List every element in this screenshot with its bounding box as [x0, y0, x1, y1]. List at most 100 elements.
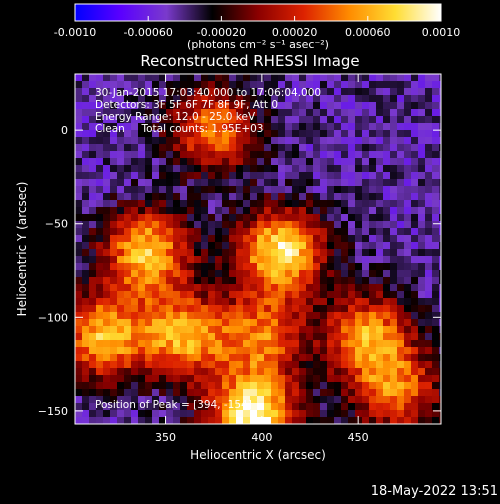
heatmap-cell	[285, 123, 293, 131]
heatmap-cell	[166, 116, 174, 124]
heatmap-cell	[292, 102, 300, 110]
heatmap-cell	[418, 263, 426, 271]
heatmap-cell	[145, 410, 153, 418]
heatmap-cell	[271, 137, 279, 145]
heatmap-cell	[285, 375, 293, 383]
heatmap-cell	[355, 410, 363, 418]
heatmap-cell	[278, 410, 286, 418]
heatmap-cell	[369, 116, 377, 124]
heatmap-cell	[327, 179, 335, 187]
heatmap-cell	[201, 179, 209, 187]
heatmap-cell	[320, 256, 328, 264]
heatmap-cell	[131, 74, 139, 82]
heatmap-cell	[250, 284, 258, 292]
heatmap-cell	[425, 263, 433, 271]
heatmap-cell	[264, 291, 272, 299]
heatmap-cell	[201, 235, 209, 243]
heatmap-cell	[180, 221, 188, 229]
heatmap-cell	[257, 165, 265, 173]
heatmap-cell	[138, 347, 146, 355]
heatmap-cell	[390, 179, 398, 187]
heatmap-cell	[194, 403, 202, 411]
heatmap-cell	[264, 158, 272, 166]
heatmap-cell	[145, 102, 153, 110]
heatmap-cell	[243, 228, 251, 236]
heatmap-cell	[327, 396, 335, 404]
heatmap-cell	[173, 172, 181, 180]
heatmap-cell	[320, 305, 328, 313]
heatmap-cell	[173, 340, 181, 348]
heatmap-cell	[397, 200, 405, 208]
heatmap-cell	[243, 158, 251, 166]
heatmap-cell	[355, 396, 363, 404]
heatmap-cell	[397, 151, 405, 159]
heatmap-cell	[96, 249, 104, 257]
heatmap-cell	[194, 221, 202, 229]
heatmap-cell	[278, 326, 286, 334]
heatmap-cell	[75, 172, 83, 180]
heatmap-cell	[369, 312, 377, 320]
heatmap-cell	[131, 263, 139, 271]
heatmap-cell	[117, 193, 125, 201]
heatmap-cell	[82, 389, 90, 397]
heatmap-cell	[159, 95, 167, 103]
heatmap-cell	[313, 214, 321, 222]
heatmap-cell	[201, 291, 209, 299]
heatmap-cell	[271, 375, 279, 383]
heatmap-cell	[159, 270, 167, 278]
heatmap-cell	[320, 277, 328, 285]
heatmap-cell	[215, 305, 223, 313]
heatmap-cell	[264, 270, 272, 278]
heatmap-cell	[271, 144, 279, 152]
heatmap-cell	[404, 319, 412, 327]
heatmap-cell	[250, 389, 258, 397]
heatmap-cell	[89, 144, 97, 152]
heatmap-cell	[292, 319, 300, 327]
heatmap-cell	[117, 81, 125, 89]
heatmap-cell	[425, 193, 433, 201]
heatmap-cell	[369, 165, 377, 173]
heatmap-cell	[348, 417, 356, 424]
heatmap-cell	[418, 95, 426, 103]
heatmap-cell	[341, 333, 349, 341]
heatmap-cell	[180, 74, 188, 82]
heatmap-cell	[383, 109, 391, 117]
heatmap-cell	[313, 410, 321, 418]
heatmap-cell	[299, 186, 307, 194]
heatmap-cell	[124, 368, 132, 376]
heatmap-cell	[110, 144, 118, 152]
heatmap-cell	[117, 102, 125, 110]
heatmap-cell	[236, 396, 244, 404]
heatmap-cell	[82, 95, 90, 103]
heatmap-cell	[397, 235, 405, 243]
heatmap-cell	[236, 214, 244, 222]
heatmap-cell	[355, 389, 363, 397]
heatmap-cell	[180, 396, 188, 404]
heatmap-cell	[110, 291, 118, 299]
heatmap-cell	[334, 235, 342, 243]
heatmap-cell	[187, 242, 195, 250]
heatmap-cell	[264, 417, 272, 424]
heatmap-cell	[306, 116, 314, 124]
heatmap-cell	[229, 375, 237, 383]
heatmap-cell	[110, 242, 118, 250]
heatmap-cell	[439, 165, 441, 173]
heatmap-cell	[82, 333, 90, 341]
heatmap-cell	[236, 221, 244, 229]
heatmap-cell	[124, 144, 132, 152]
heatmap-cell	[334, 319, 342, 327]
heatmap-cell	[264, 326, 272, 334]
heatmap-cell	[334, 305, 342, 313]
heatmap-cell	[334, 270, 342, 278]
heatmap-cell	[376, 340, 384, 348]
heatmap-cell	[341, 263, 349, 271]
heatmap-cell	[432, 74, 440, 82]
heatmap-cell	[439, 354, 441, 362]
heatmap-cell	[425, 417, 433, 424]
heatmap-cell	[299, 193, 307, 201]
heatmap-cell	[180, 193, 188, 201]
heatmap-cell	[222, 312, 230, 320]
heatmap-cell	[229, 116, 237, 124]
heatmap-cell	[278, 242, 286, 250]
heatmap-cell	[138, 116, 146, 124]
